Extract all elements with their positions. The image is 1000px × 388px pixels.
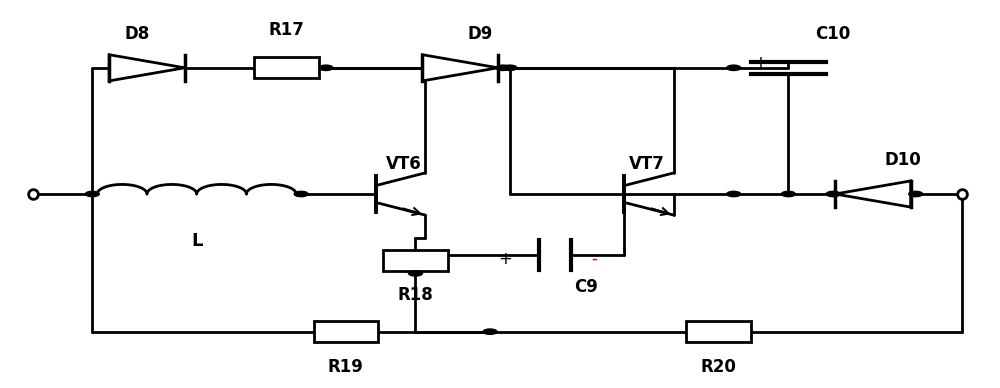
Circle shape bbox=[909, 191, 923, 197]
Bar bbox=[254, 57, 319, 78]
Circle shape bbox=[826, 191, 840, 197]
Bar bbox=[383, 250, 448, 272]
Polygon shape bbox=[422, 55, 498, 81]
Text: R20: R20 bbox=[701, 359, 737, 376]
Circle shape bbox=[503, 65, 517, 71]
Text: VT7: VT7 bbox=[629, 155, 665, 173]
Text: VT6: VT6 bbox=[386, 155, 421, 173]
Text: +: + bbox=[498, 250, 512, 268]
Text: C9: C9 bbox=[575, 278, 598, 296]
Bar bbox=[686, 321, 751, 342]
Circle shape bbox=[781, 191, 795, 197]
Text: D10: D10 bbox=[884, 151, 921, 169]
Text: C10: C10 bbox=[816, 25, 851, 43]
Text: L: L bbox=[191, 232, 202, 250]
Circle shape bbox=[294, 191, 308, 197]
Circle shape bbox=[727, 65, 741, 71]
Polygon shape bbox=[109, 55, 185, 81]
Text: D9: D9 bbox=[467, 25, 493, 43]
Polygon shape bbox=[835, 181, 911, 207]
Bar bbox=[314, 321, 378, 342]
Text: +: + bbox=[754, 54, 767, 72]
Circle shape bbox=[319, 65, 333, 71]
Text: R17: R17 bbox=[268, 21, 304, 39]
Text: R19: R19 bbox=[328, 359, 364, 376]
Text: D8: D8 bbox=[124, 25, 150, 43]
Text: -: - bbox=[592, 250, 597, 268]
Circle shape bbox=[483, 329, 497, 334]
Circle shape bbox=[496, 65, 510, 71]
Circle shape bbox=[727, 191, 741, 197]
Text: R18: R18 bbox=[398, 286, 433, 304]
Circle shape bbox=[85, 191, 99, 197]
Circle shape bbox=[409, 271, 422, 276]
